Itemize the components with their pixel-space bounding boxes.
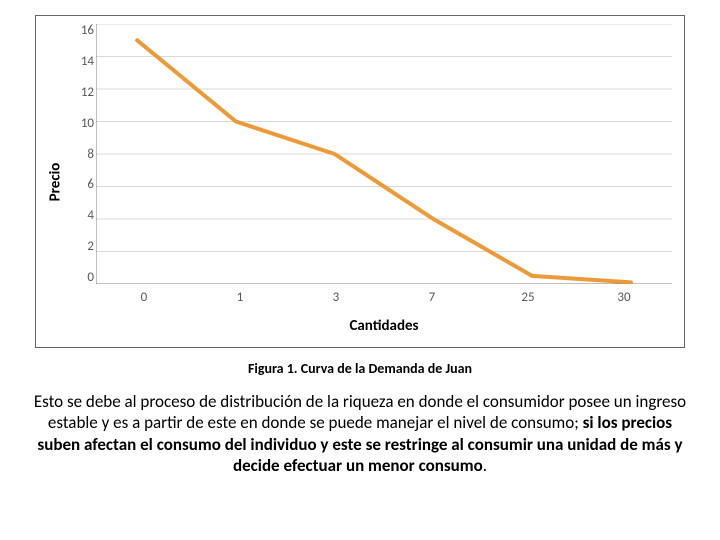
y-tick: 14 bbox=[66, 55, 94, 68]
x-tick: 7 bbox=[384, 290, 480, 305]
x-tick-row: 01372530 bbox=[96, 284, 672, 305]
y-tick: 6 bbox=[66, 178, 94, 191]
figure-caption: Figura 1. Curva de la Demanda de Juan bbox=[20, 360, 700, 377]
plot-area bbox=[96, 24, 672, 284]
body-paragraph: Esto se debe al proceso de distribución … bbox=[26, 391, 694, 476]
x-tick: 30 bbox=[576, 290, 672, 305]
y-tick-column: 16 14 12 10 8 6 4 2 0 bbox=[66, 24, 96, 284]
chart-area: Precio 1614121086420 01372530 Cantidades bbox=[44, 24, 672, 339]
y-axis-label-col: Precio bbox=[44, 24, 66, 339]
y-tick: 12 bbox=[66, 86, 94, 99]
x-tick: 1 bbox=[192, 290, 288, 305]
slide-root: Precio 1614121086420 01372530 Cantidades… bbox=[0, 0, 720, 540]
y-tick: 0 bbox=[66, 271, 94, 284]
y-tick: 2 bbox=[66, 240, 94, 253]
y-tick: 10 bbox=[66, 117, 94, 130]
chart-svg bbox=[96, 24, 672, 284]
x-tick: 0 bbox=[96, 290, 192, 305]
plot-wrap: 01372530 Cantidades bbox=[96, 24, 672, 339]
y-axis-label: Precio bbox=[46, 162, 64, 201]
y-tick: 16 bbox=[66, 24, 94, 37]
y-tick: 4 bbox=[66, 209, 94, 222]
chart-frame: Precio 1614121086420 01372530 Cantidades bbox=[35, 15, 685, 348]
paragraph-end: . bbox=[483, 455, 487, 476]
y-tick: 8 bbox=[66, 148, 94, 161]
x-axis-label: Cantidades bbox=[96, 305, 672, 339]
x-tick: 25 bbox=[480, 290, 576, 305]
x-tick: 3 bbox=[288, 290, 384, 305]
